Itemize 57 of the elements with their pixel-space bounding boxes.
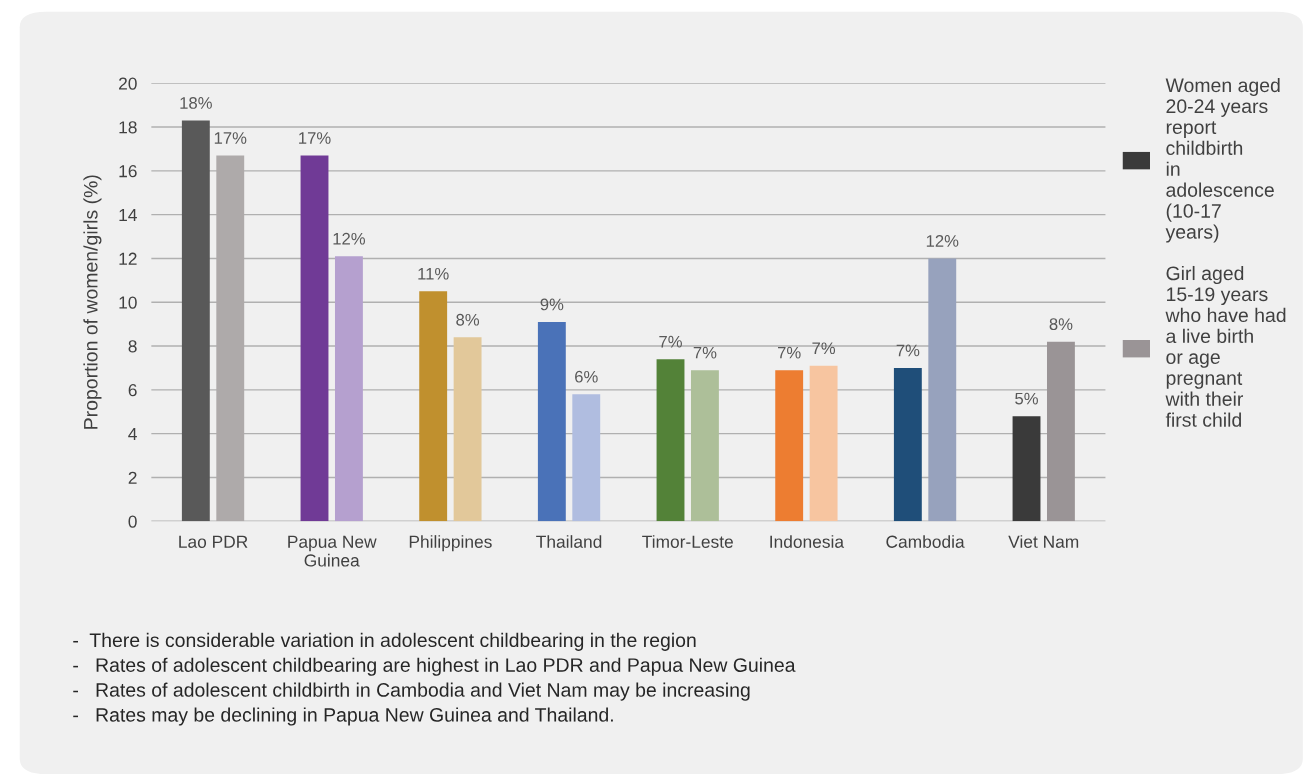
x-tick-label: Cambodia xyxy=(886,535,965,548)
data-label: 17% xyxy=(299,132,331,144)
data-label: 7% xyxy=(659,335,682,348)
y-tick-label: 10 xyxy=(119,296,137,309)
bar xyxy=(928,258,957,522)
y-tick-label: 12 xyxy=(119,252,137,265)
y-tick-label: 0 xyxy=(128,515,137,528)
x-tick-label: Viet Nam xyxy=(1008,535,1079,548)
legend-label: Girl aged 15-19 years who have had a live birth or age pregnant with their first child xyxy=(1165,265,1286,427)
bar xyxy=(572,394,601,522)
text: - Rates of adolescent childbearing are highest in Lao PDR and Papua New Guinea xyxy=(73,657,796,676)
x-tick-label: Thailand xyxy=(536,535,602,548)
bar xyxy=(809,365,838,522)
bar xyxy=(419,291,448,522)
bar xyxy=(1012,416,1041,522)
y-axis-title: Proportion of women/girls (%) xyxy=(83,175,102,429)
y-tick-label: 18 xyxy=(119,121,137,134)
text: - Rates may be declining in Papua New Guinea and Thailand. xyxy=(73,707,613,726)
x-tick-label: Papua New Guinea xyxy=(288,535,377,567)
text: - Rates of adolescent childbirth in Cambodia and Viet Nam may be increasing xyxy=(73,682,750,701)
x-tick-label: Indonesia xyxy=(770,535,845,548)
bar xyxy=(656,359,685,522)
y-tick-label: 16 xyxy=(119,165,137,178)
legend-label: Women aged 20-24 years report childbirth in adolescence (10-17 years) xyxy=(1165,77,1280,243)
y-tick-label: 20 xyxy=(119,77,137,90)
x-tick-label: Lao PDR xyxy=(179,535,248,548)
data-label: 11% xyxy=(418,267,449,280)
y-tick-label: 4 xyxy=(128,428,137,440)
bar xyxy=(300,155,329,522)
y-tick-label: 14 xyxy=(119,209,137,221)
x-tick-label: Timor-Leste xyxy=(642,535,733,548)
y-tick-label: 6 xyxy=(128,384,137,397)
bar xyxy=(775,370,804,522)
data-label: 12% xyxy=(333,232,366,245)
data-label: 7% xyxy=(896,344,920,357)
y-tick-label: 8 xyxy=(128,340,137,353)
y-tick-label: 2 xyxy=(128,471,137,484)
data-label: 6% xyxy=(575,370,598,383)
data-label: 7% xyxy=(778,346,801,359)
data-label: 7% xyxy=(693,346,717,359)
bar xyxy=(690,370,719,522)
bar xyxy=(453,337,482,522)
bar xyxy=(537,321,566,522)
x-tick-label: Philippines xyxy=(409,535,492,552)
data-label: 12% xyxy=(926,235,959,247)
bar xyxy=(893,367,922,522)
bar xyxy=(334,256,363,522)
data-label: 17% xyxy=(214,132,247,144)
data-label: 8% xyxy=(1049,318,1073,331)
data-label: 5% xyxy=(1015,392,1038,405)
data-label: 18% xyxy=(180,97,212,109)
bar xyxy=(1047,341,1075,522)
data-label: 7% xyxy=(812,342,836,355)
data-label: 9% xyxy=(540,298,564,311)
bar xyxy=(181,120,210,522)
text: - There is considerable variation in adolescent childbearing in the region xyxy=(73,632,696,651)
data-label: 8% xyxy=(456,313,480,326)
